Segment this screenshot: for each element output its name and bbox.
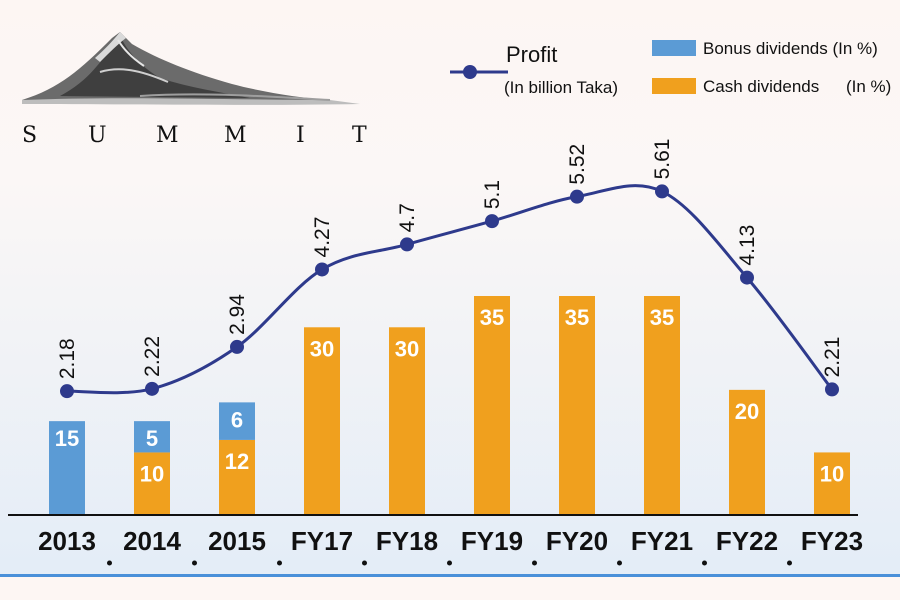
tick-separator-dot — [447, 560, 452, 566]
x-tick-FY22: FY22 — [716, 526, 778, 556]
x-tick-FY18: FY18 — [376, 526, 438, 556]
profit-point-FY22 — [740, 270, 754, 285]
cash-bar-label-FY23: 10 — [820, 461, 844, 486]
cash-bar-2014 — [134, 452, 170, 515]
cash-bar-label-2014: 10 — [140, 461, 164, 486]
bonus-bar-2015 — [219, 402, 255, 440]
cash-bar-label-FY19: 35 — [480, 305, 504, 330]
x-tick-FY20: FY20 — [546, 526, 608, 556]
cash-bar-FY22 — [729, 389, 765, 515]
profit-point-FY17 — [315, 262, 329, 277]
tick-separator-dot — [192, 560, 197, 566]
bonus-bar-label-2013: 15 — [55, 426, 79, 451]
legend-cash-label: Cash dividends — [703, 77, 819, 96]
profit-point-FY21 — [655, 184, 669, 199]
profit-label-FY21: 5.61 — [651, 139, 674, 180]
x-tick-FY21: FY21 — [631, 526, 693, 556]
x-tick-FY17: FY17 — [291, 526, 353, 556]
x-tick-FY19: FY19 — [461, 526, 523, 556]
profit-point-FY19 — [485, 214, 499, 229]
profit-label-FY22: 4.13 — [736, 225, 759, 266]
cash-bar-FY18 — [389, 327, 425, 515]
profit-point-2014 — [145, 381, 159, 396]
tick-separator-dot — [107, 560, 112, 566]
bottom-stripe — [0, 574, 900, 577]
cash-bar-label-FY21: 35 — [650, 305, 674, 330]
legend-bonus-label: Bonus dividends (In %) — [703, 39, 878, 58]
legend-profit-marker — [463, 65, 477, 79]
profit-point-FY23 — [825, 382, 839, 397]
cash-bar-label-FY22: 20 — [735, 399, 759, 424]
logo-letter-u: U — [88, 123, 109, 148]
logo-letter-m1: M — [156, 123, 181, 148]
profit-line — [66, 184, 834, 395]
cash-bar-FY20 — [559, 296, 595, 515]
tick-separator-dot — [702, 560, 707, 566]
profit-label-FY19: 5.1 — [481, 180, 504, 209]
bottom-margin — [0, 577, 900, 600]
logo-letter-t: T — [352, 123, 369, 148]
cash-bar-FY17 — [304, 327, 340, 515]
summit-logo: S U M M I T — [22, 32, 369, 148]
profit-label-FY20: 5.52 — [566, 144, 589, 185]
legend-profit-sublabel: (In billion Taka) — [504, 78, 618, 97]
tick-separator-dot — [617, 560, 622, 566]
profit-label-FY17: 4.27 — [311, 217, 334, 258]
cash-bar-label-2015: 12 — [225, 449, 249, 474]
profit-point-FY20 — [570, 189, 584, 204]
cash-bar-label-FY18: 30 — [395, 336, 419, 361]
cash-bar-label-FY17: 30 — [310, 336, 334, 361]
bonus-bar-2014 — [134, 421, 170, 453]
cash-bar-2015 — [219, 439, 255, 515]
logo-letter-i: I — [296, 123, 307, 148]
bonus-bar-label-2014: 5 — [146, 426, 158, 451]
legend: Profit (In billion Taka) Bonus dividends… — [450, 39, 891, 97]
bonus-bar-label-2015: 6 — [231, 407, 243, 432]
x-axis: 2013 2014 2015 FY17 FY18 FY19 FY20 FY21 FY22 FY23 — [8, 514, 863, 566]
profit-label-2013: 2.18 — [56, 338, 79, 379]
tick-separator-dot — [532, 560, 537, 566]
mountain-logo-icon — [22, 32, 360, 105]
profit-line-layer: 2.18 2.22 2.94 4.27 4.7 5.1 5.52 5.61 4.13 2.21 — [56, 139, 844, 399]
cash-bar-FY21 — [644, 296, 680, 515]
logo-letter-m2: M — [224, 123, 249, 148]
profit-point-2013 — [60, 384, 74, 399]
legend-bonus-swatch — [652, 40, 696, 56]
profit-label-FY23: 2.21 — [821, 337, 844, 378]
x-tick-FY23: FY23 — [801, 526, 863, 556]
tick-separator-dot — [362, 560, 367, 566]
profit-label-2015: 2.94 — [226, 294, 249, 335]
profit-label-2014: 2.22 — [141, 336, 164, 377]
cash-bar-FY23 — [814, 452, 850, 515]
bars-layer: 15 10 5 12 6 30 30 35 35 35 20 10 — [49, 296, 850, 515]
legend-cash-swatch — [652, 78, 696, 94]
cash-bar-FY19 — [474, 296, 510, 515]
x-tick-2015: 2015 — [208, 526, 266, 556]
tick-separator-dot — [787, 560, 792, 566]
bonus-bar-2013 — [49, 421, 85, 515]
profit-label-FY18: 4.7 — [396, 203, 419, 232]
profit-point-FY18 — [400, 237, 414, 252]
cash-bar-label-FY20: 35 — [565, 305, 589, 330]
logo-letter-s: S — [22, 123, 39, 148]
legend-profit-label: Profit — [506, 42, 557, 67]
x-tick-2013: 2013 — [38, 526, 96, 556]
x-tick-2014: 2014 — [123, 526, 181, 556]
profit-point-2015 — [230, 339, 244, 354]
tick-separator-dot — [277, 560, 282, 566]
legend-cash-unit: (In %) — [846, 77, 891, 96]
